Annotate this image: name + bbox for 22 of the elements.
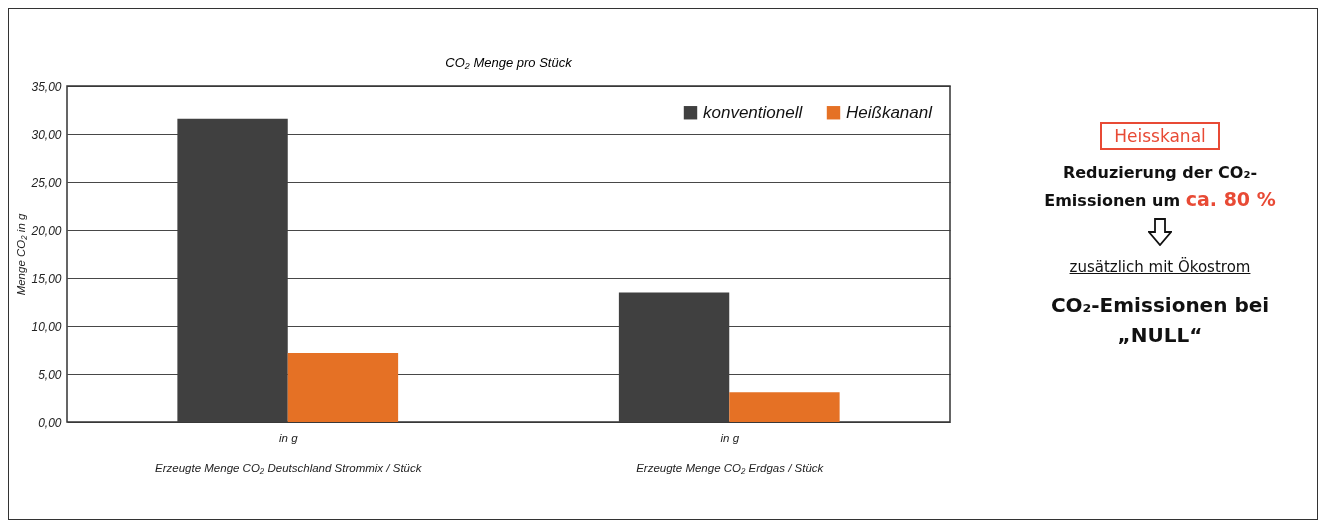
chart-title: CO₂ Menge pro Stück — [445, 55, 574, 70]
legend-label: konventionell — [703, 102, 804, 122]
y-tick-label: 25,00 — [30, 175, 62, 190]
text: ca. 80 % — [1185, 188, 1276, 210]
text: zusätzlich mit Ökostrom — [1068, 256, 1252, 278]
category-label: in g Erzeugte Menge CO₂ Erdgas / Stück — [636, 431, 824, 474]
bar — [618, 292, 730, 422]
y-axis-title: Menge CO₂ in g — [15, 213, 28, 296]
text: Heisskanal — [1100, 122, 1220, 150]
y-tick-label: 15,00 — [31, 271, 62, 286]
y-tick-label: 30,00 — [31, 127, 62, 142]
y-tick-label: 10,00 — [31, 319, 62, 334]
bar — [287, 352, 399, 422]
y-tick-label: 5,00 — [38, 367, 62, 382]
bar — [729, 392, 840, 422]
text: CO₂-Emissionen bei „NULL“ — [1049, 292, 1271, 349]
bar — [177, 118, 288, 422]
category-label: in g Erzeugte Menge CO₂ Deutschland Strommix / Stück — [155, 431, 422, 474]
legend-label: Heißkananl — [846, 102, 934, 122]
y-tick-label: 20,00 — [30, 223, 62, 238]
y-tick-label: 35,00 — [31, 79, 62, 94]
y-tick-label: 0,00 — [38, 415, 62, 430]
